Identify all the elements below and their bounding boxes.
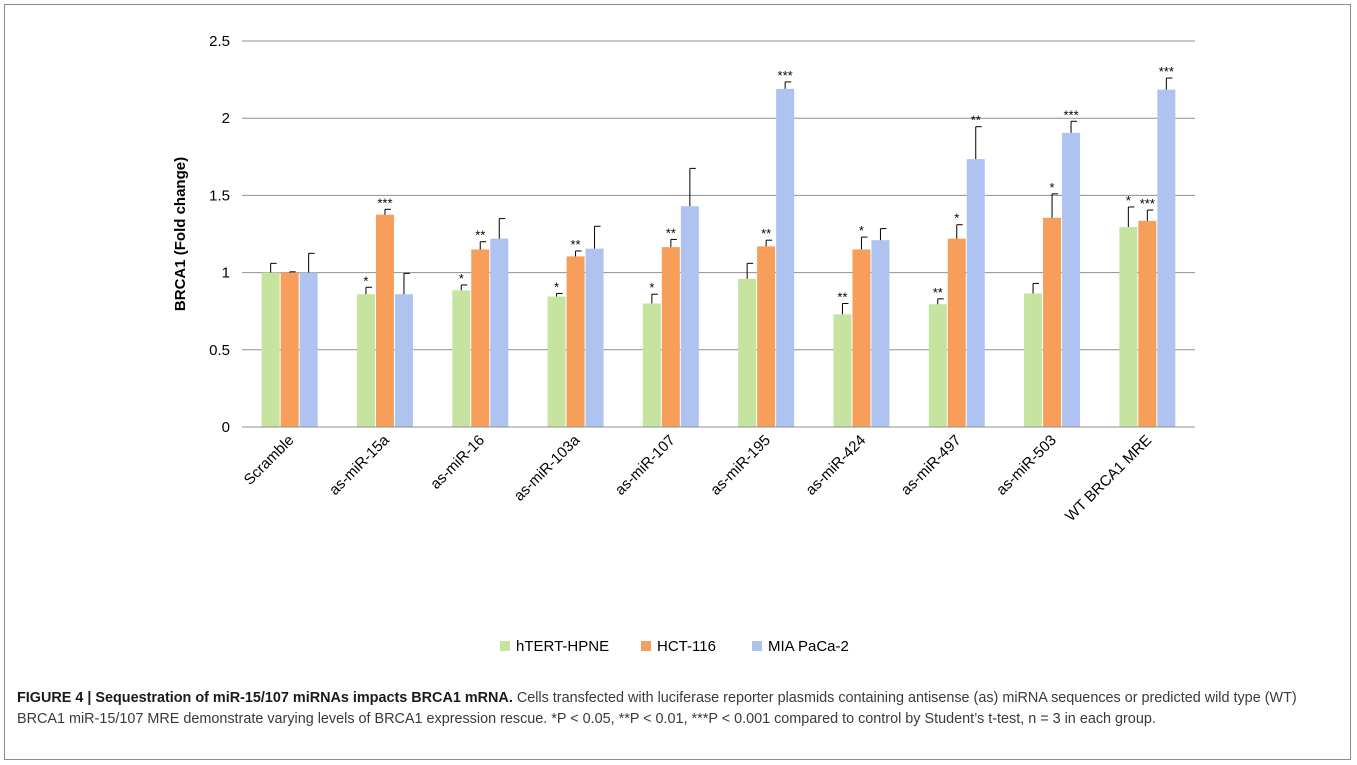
y-tick-label: 1 bbox=[222, 265, 230, 282]
y-tick-label: 0.5 bbox=[209, 342, 230, 359]
bar bbox=[1157, 89, 1176, 428]
legend-label: HCT-116 bbox=[657, 638, 716, 655]
bar bbox=[299, 272, 318, 427]
bar bbox=[661, 247, 680, 427]
bar bbox=[776, 88, 795, 427]
significance-label: ** bbox=[475, 228, 485, 243]
bar bbox=[1043, 217, 1062, 427]
significance-layer: ************* ****************** ****** bbox=[363, 64, 1174, 304]
bar bbox=[871, 240, 890, 427]
y-tick-label: 0 bbox=[222, 419, 230, 436]
y-tick-label: 2.5 bbox=[209, 33, 230, 50]
bar bbox=[490, 238, 509, 427]
bar bbox=[757, 246, 776, 427]
x-tick-label: as-miR-15a bbox=[326, 431, 393, 498]
x-tick-label: as-miR-195 bbox=[707, 432, 774, 499]
x-tick-label: as-miR-503 bbox=[993, 432, 1060, 499]
significance-label: ** bbox=[570, 237, 580, 252]
significance-label: * bbox=[954, 211, 959, 226]
bar bbox=[642, 303, 661, 427]
bar bbox=[547, 296, 566, 427]
legend-label: MIA PaCa-2 bbox=[768, 638, 849, 655]
bar bbox=[471, 249, 490, 427]
y-tick-label: 2 bbox=[222, 110, 230, 127]
legend-swatch bbox=[641, 641, 651, 651]
bar bbox=[966, 159, 985, 427]
caption-label: FIGURE 4 | Sequestration of miR-15/107 m… bbox=[17, 690, 513, 706]
legend-swatch bbox=[500, 641, 510, 651]
significance-label: * bbox=[459, 271, 464, 286]
bar bbox=[452, 290, 471, 427]
significance-label: * bbox=[859, 223, 864, 238]
bar bbox=[566, 256, 585, 427]
legend: hTERT-HPNE HCT-116 MIA PaCa-2 bbox=[500, 638, 849, 655]
legend-swatch bbox=[752, 641, 762, 651]
significance-label: *** bbox=[1063, 107, 1078, 122]
bar bbox=[585, 248, 604, 427]
x-tick-labels: Scramble as-miR-15a as-miR-16 as-miR-103a as… bbox=[241, 431, 1156, 525]
x-tick-label: as-miR-103a bbox=[511, 431, 584, 504]
bar bbox=[261, 272, 280, 427]
x-tick-label: Scramble bbox=[241, 432, 298, 489]
bars-layer bbox=[261, 88, 1176, 428]
bar bbox=[852, 249, 871, 427]
significance-label: ** bbox=[666, 225, 676, 240]
bar bbox=[1062, 132, 1081, 428]
x-tick-label: as-miR-497 bbox=[898, 432, 965, 499]
significance-label: * bbox=[649, 280, 654, 295]
significance-label: * bbox=[1126, 193, 1131, 208]
bar bbox=[738, 278, 757, 427]
significance-label: * bbox=[363, 273, 368, 288]
bar-chart: ************* ****************** ****** 00… bbox=[172, 33, 1195, 655]
significance-label: * bbox=[554, 279, 559, 294]
bar bbox=[1138, 220, 1157, 427]
bar bbox=[1119, 227, 1138, 427]
significance-label: *** bbox=[1140, 196, 1155, 211]
bar bbox=[833, 314, 852, 427]
x-tick-label: as-miR-107 bbox=[612, 432, 679, 499]
y-tick-label: 1.5 bbox=[209, 187, 230, 204]
bar bbox=[947, 238, 966, 427]
x-tick-label: as-miR-424 bbox=[802, 432, 869, 499]
bar bbox=[928, 304, 947, 427]
significance-label: ** bbox=[761, 226, 771, 241]
error-bars-layer bbox=[270, 77, 1173, 315]
bar bbox=[356, 294, 375, 427]
significance-label: *** bbox=[1159, 64, 1174, 79]
bar bbox=[394, 294, 413, 427]
bar bbox=[375, 214, 394, 427]
significance-label: *** bbox=[377, 195, 392, 210]
y-tick-labels: 0 0.5 1 1.5 2 2.5 bbox=[209, 33, 230, 436]
bar bbox=[1024, 293, 1043, 427]
bar bbox=[680, 206, 699, 427]
significance-label: ** bbox=[837, 289, 847, 304]
bar bbox=[280, 272, 299, 427]
significance-label: ** bbox=[933, 285, 943, 300]
significance-label: * bbox=[1050, 180, 1055, 195]
significance-label: *** bbox=[778, 68, 793, 83]
significance-label: ** bbox=[971, 113, 981, 128]
caption-text: Cells transfected with luciferase report… bbox=[17, 690, 1297, 727]
figure-caption: FIGURE 4 | Sequestration of miR-15/107 m… bbox=[17, 688, 1342, 730]
x-tick-label: WT BRCA1 MRE bbox=[1062, 432, 1155, 525]
legend-label: hTERT-HPNE bbox=[516, 638, 609, 655]
y-axis-label: BRCA1 (Fold change) bbox=[172, 157, 189, 311]
x-tick-label: as-miR-16 bbox=[427, 432, 488, 493]
